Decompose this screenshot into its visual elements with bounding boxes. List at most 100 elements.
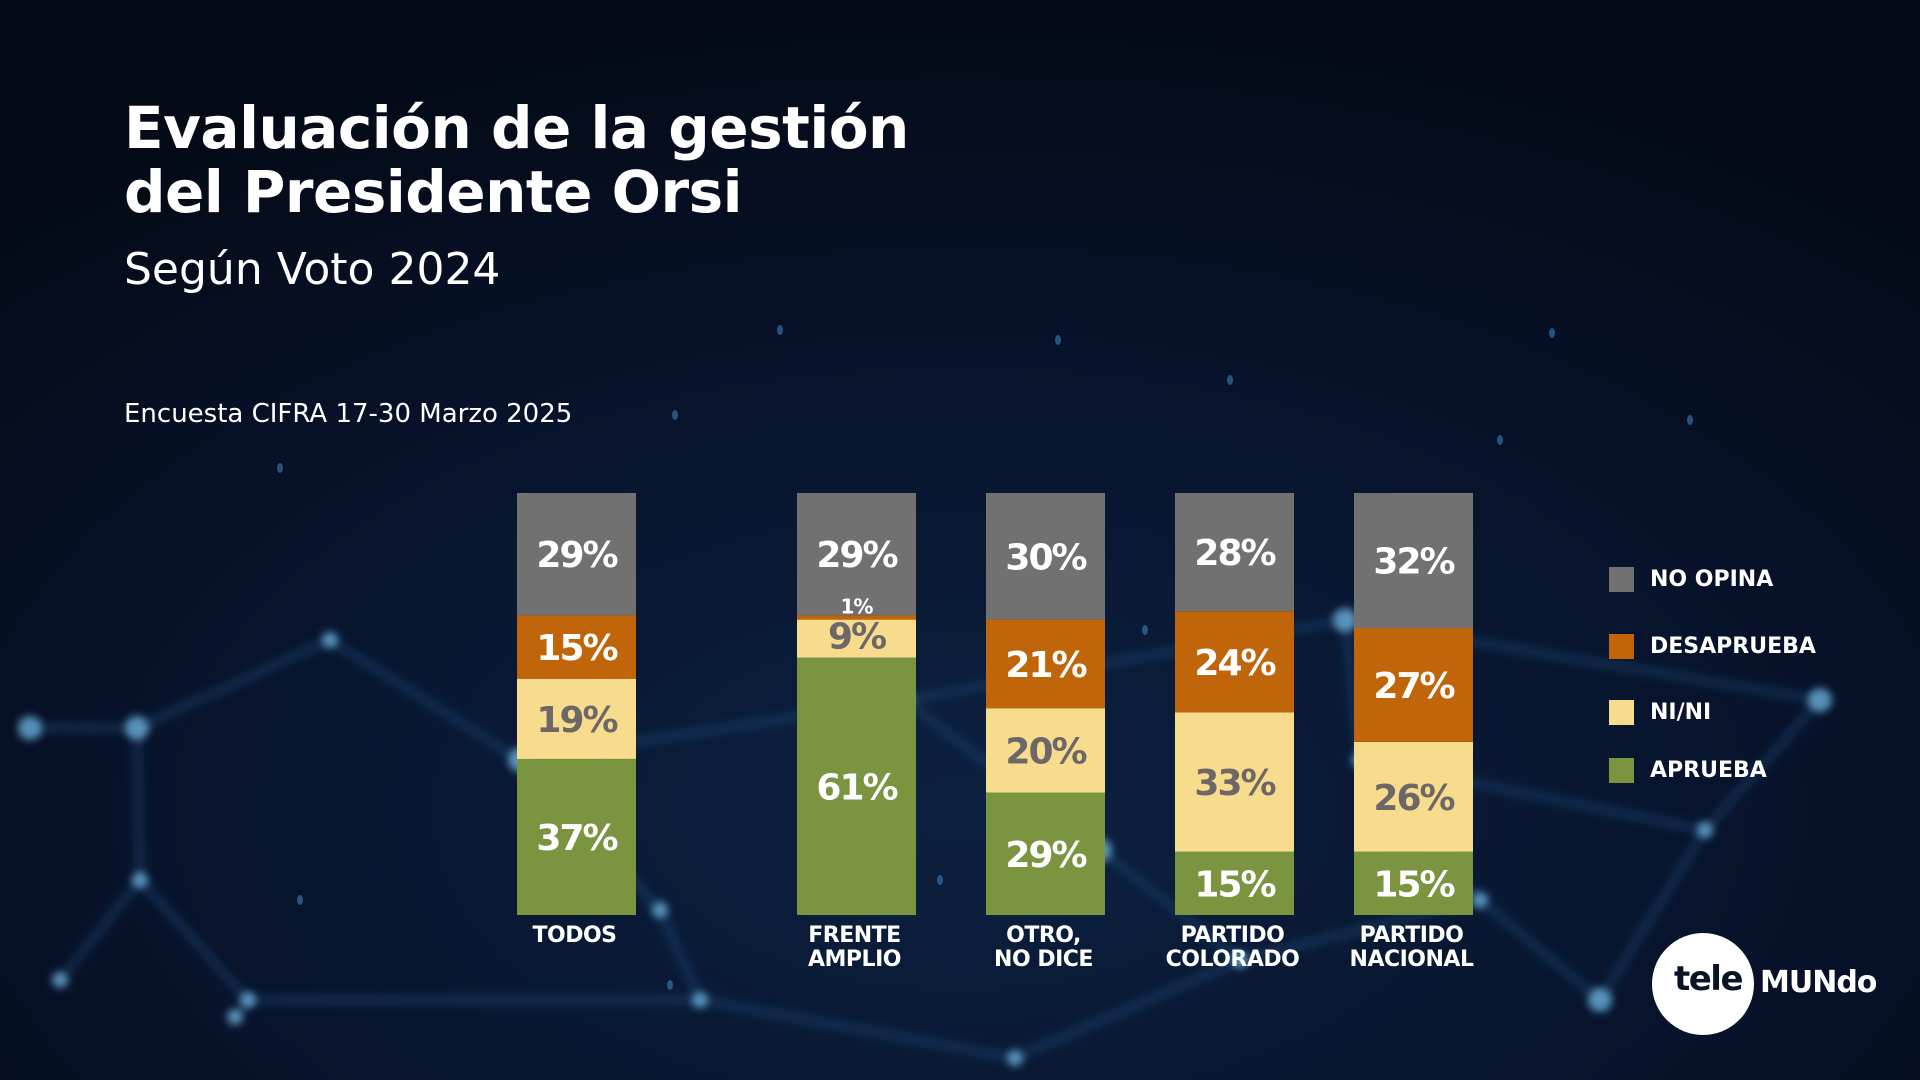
bar-segment-desaprueba-partido-colorado: [1175, 611, 1294, 713]
legend-item-aprueba: APRUEBA: [1609, 757, 1767, 783]
network-node: [227, 1009, 243, 1025]
network-node: [1333, 608, 1357, 632]
particle: [937, 875, 943, 885]
network-node: [1232, 952, 1248, 968]
legend-swatch-desaprueba: [1609, 633, 1634, 659]
network-line: [699, 996, 1016, 1062]
network-node: [52, 972, 68, 988]
category-label-otro-no-dice-line-1: OTRO,: [1006, 923, 1081, 948]
network-line: [656, 908, 704, 1002]
network-line: [57, 877, 143, 983]
logo-circle: [1652, 933, 1754, 1035]
network-line: [1097, 847, 1243, 963]
bar-segment-ni-ni-frente-amplio: [797, 619, 916, 658]
bar-segment-desaprueba-partido-nacional: [1354, 628, 1473, 742]
legend-label-desaprueba: DESAPRUEBA: [1650, 633, 1816, 659]
network-line: [1597, 828, 1708, 1002]
category-label-partido-colorado-line-1: PARTIDO: [1181, 923, 1285, 948]
network-line: [1013, 956, 1242, 1062]
category-label-frente-amplio-line-1: FRENTE: [808, 923, 900, 948]
bars-group: [517, 493, 1473, 915]
legend-item-desaprueba: DESAPRUEBA: [1609, 633, 1816, 659]
data-label-aprueba-partido-colorado: 15%: [1194, 864, 1275, 905]
bar-segment-aprueba-todos: [517, 758, 636, 915]
network-node: [1007, 1050, 1023, 1066]
data-label-ni-ni-frente-amplio: 9%: [828, 617, 886, 658]
data-label-no-opina-todos: 29%: [536, 535, 617, 576]
category-label-otro-no-dice-line-2: NO DICE: [994, 947, 1093, 972]
data-label-ni-ni-todos: 19%: [536, 700, 617, 741]
page-title: Evaluación de la gestión del Presidente …: [124, 96, 909, 224]
legend-label-ni-ni: NI/NI: [1650, 699, 1712, 725]
legend-label-no-opina: NO OPINA: [1650, 566, 1774, 592]
telemundo-logo: tele MUNdo: [1652, 933, 1892, 1037]
network-node: [1808, 688, 1832, 712]
particle: [1497, 435, 1503, 445]
particle: [672, 410, 678, 420]
particle: [1549, 328, 1555, 338]
data-label-desaprueba-partido-colorado: 24%: [1194, 643, 1275, 684]
legend-label-aprueba: APRUEBA: [1650, 757, 1767, 783]
bar-segment-no-opina-otro-no-dice: [986, 493, 1105, 620]
particle: [297, 895, 303, 905]
data-label-desaprueba-otro-no-dice: 21%: [1005, 645, 1086, 686]
particle: [777, 325, 783, 335]
survey-source: Encuesta CIFRA 17-30 Marzo 2025: [124, 399, 573, 429]
data-label-ni-ni-partido-colorado: 33%: [1194, 763, 1275, 804]
network-line: [328, 637, 522, 763]
data-label-aprueba-otro-no-dice: 29%: [1005, 835, 1086, 876]
bar-segment-no-opina-todos: [517, 493, 636, 616]
legend-swatch-ni-ni: [1609, 699, 1634, 725]
data-label-desaprueba-frente-amplio: 1%: [841, 594, 874, 618]
network-node: [240, 992, 256, 1008]
subtitle: Según Voto 2024: [124, 244, 501, 295]
network-line: [137, 877, 251, 1003]
bar-segment-aprueba-frente-amplio: [797, 657, 916, 915]
bar-segment-ni-ni-partido-colorado: [1175, 712, 1294, 852]
network-node: [125, 716, 149, 740]
data-label-aprueba-todos: 37%: [536, 818, 617, 859]
particle: [1142, 625, 1148, 635]
legend-item-no-opina: NO OPINA: [1609, 566, 1773, 592]
category-label-partido-nacional-line-2: NACIONAL: [1350, 947, 1474, 972]
network-node: [18, 716, 42, 740]
network-line: [1702, 697, 1823, 833]
data-label-desaprueba-partido-nacional: 27%: [1373, 666, 1454, 707]
category-label-todos-line-1: TODOS: [532, 923, 616, 948]
bar-segment-desaprueba-frente-amplio: [797, 615, 916, 620]
logo-text-mundo: MUNdo: [1760, 965, 1877, 1000]
bar-segment-no-opina-frente-amplio: [797, 493, 916, 616]
bar-segment-no-opina-partido-nacional: [1354, 493, 1473, 628]
data-label-no-opina-partido-colorado: 28%: [1194, 533, 1275, 574]
data-label-desaprueba-todos: 15%: [536, 628, 617, 669]
network-node: [692, 992, 708, 1008]
network-node: [1588, 988, 1612, 1012]
category-label-partido-colorado-line-2: COLORADO: [1166, 947, 1300, 972]
data-label-ni-ni-partido-nacional: 26%: [1373, 778, 1454, 819]
legend-swatch-no-opina: [1609, 566, 1634, 592]
particle: [1055, 335, 1061, 345]
network-line: [133, 727, 144, 881]
legend-swatch-aprueba: [1609, 757, 1634, 783]
network-line: [135, 636, 332, 732]
particle: [667, 980, 673, 990]
bar-segment-aprueba-otro-no-dice: [986, 792, 1105, 915]
bar-segment-no-opina-partido-colorado: [1175, 493, 1294, 612]
segment-labels-group: 37% 19% 15% 29% 61% 9%1% 29% 29% 20% 21% 30% 15% 33%…: [536, 533, 1456, 905]
bar-segment-desaprueba-otro-no-dice: [986, 619, 1105, 709]
network-node: [132, 872, 148, 888]
bar-segment-aprueba-partido-nacional: [1354, 851, 1473, 915]
particle: [1227, 375, 1233, 385]
data-label-ni-ni-otro-no-dice: 20%: [1005, 731, 1086, 772]
bar-segment-ni-ni-todos: [517, 678, 636, 759]
data-label-no-opina-partido-nacional: 32%: [1373, 542, 1454, 583]
network-line: [1477, 897, 1603, 1003]
data-label-aprueba-partido-nacional: 15%: [1373, 864, 1454, 905]
network-node: [322, 632, 338, 648]
legend-item-ni-ni: NI/NI: [1609, 699, 1711, 725]
bar-segment-aprueba-partido-colorado: [1175, 851, 1294, 915]
network-node: [652, 902, 668, 918]
